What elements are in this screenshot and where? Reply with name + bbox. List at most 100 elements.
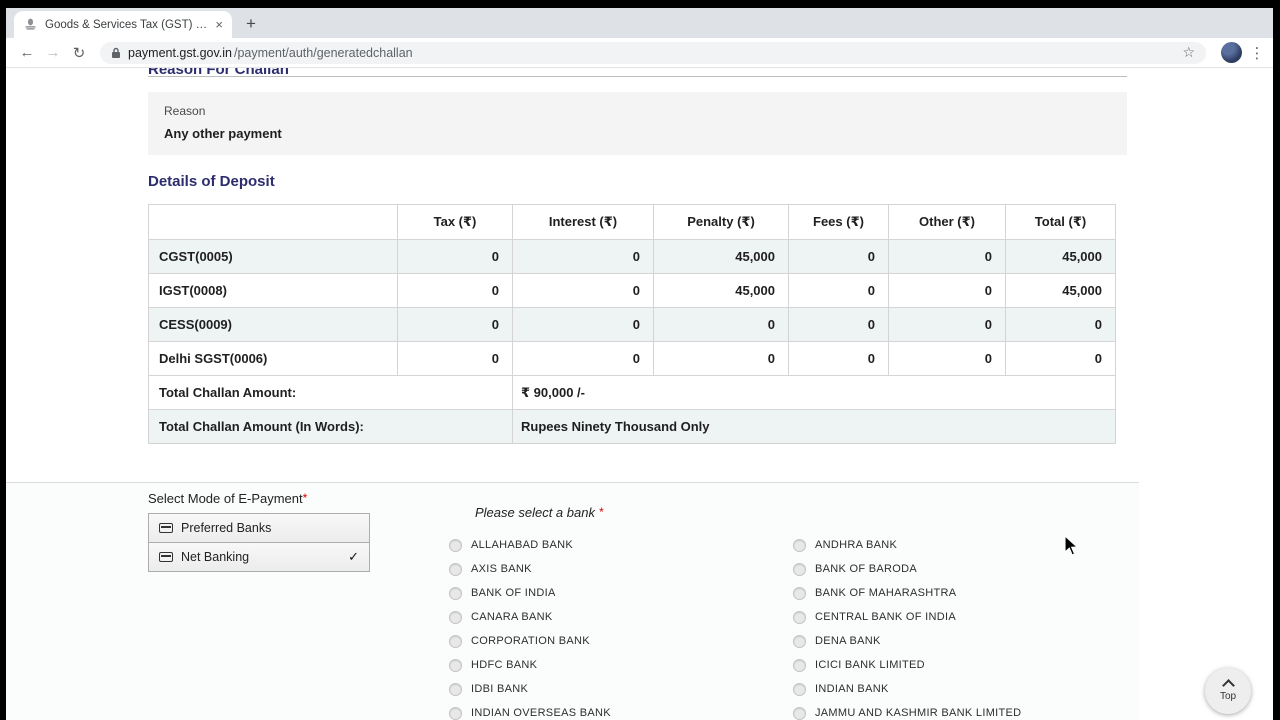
checkmark-icon: ✓: [348, 549, 359, 564]
bank-name: CORPORATION BANK: [471, 635, 590, 647]
radio-button[interactable]: [793, 610, 806, 624]
section-divider: [148, 76, 1127, 77]
radio-button[interactable]: [449, 610, 462, 624]
bank-option[interactable]: IDBI BANK: [449, 677, 793, 701]
total-words-row: Total Challan Amount (In Words): Rupees …: [148, 409, 1116, 444]
radio-button[interactable]: [793, 586, 806, 600]
epayment-section: Select Mode of E-Payment* Preferred Bank…: [6, 482, 1139, 720]
bank-option[interactable]: ICICI BANK LIMITED: [793, 653, 1139, 677]
interest-cell: 0: [512, 273, 654, 308]
column-header: Fees (₹): [788, 204, 889, 240]
bank-option[interactable]: DENA BANK: [793, 629, 1139, 653]
row-label-cell: IGST(0008): [148, 273, 398, 308]
bank-option[interactable]: CORPORATION BANK: [449, 629, 793, 653]
bank-option[interactable]: JAMMU AND KASHMIR BANK LIMITED: [793, 701, 1139, 720]
fees-cell: 0: [788, 341, 889, 376]
bank-name: INDIAN BANK: [815, 683, 889, 695]
deposit-table: Tax (₹) Interest (₹) Penalty (₹) Fees (₹) Ot…: [148, 204, 1116, 444]
bookmark-star-icon[interactable]: ☆: [1182, 44, 1195, 60]
bank-option[interactable]: ANDHRA BANK: [793, 533, 1139, 557]
tab-bar: Goods & Services Tax (GST) | P × +: [6, 8, 1273, 38]
bank-option[interactable]: ALLAHABAD BANK: [449, 533, 793, 557]
back-button[interactable]: ←: [19, 44, 35, 61]
radio-button[interactable]: [793, 634, 806, 648]
column-header: Total (₹): [1005, 204, 1116, 240]
bank-option[interactable]: BANK OF INDIA: [449, 581, 793, 605]
bank-column-left: ALLAHABAD BANK AXIS BANK BANK OF INDIA: [449, 533, 793, 720]
penalty-cell: 45,000: [653, 273, 789, 308]
total-words-label: Total Challan Amount (In Words):: [148, 409, 513, 444]
other-cell: 0: [888, 273, 1006, 308]
tab-title: Goods & Services Tax (GST) | P: [45, 18, 209, 31]
page-content: Reason For Challan Reason Any other paym…: [6, 68, 1139, 720]
total-cell: 0: [1005, 341, 1116, 376]
bank-name: INDIAN OVERSEAS BANK: [471, 707, 611, 719]
reload-button[interactable]: ↻: [72, 44, 86, 62]
browser-window: Goods & Services Tax (GST) | P × + ← → ↻…: [6, 8, 1273, 720]
chevron-up-icon: [1221, 678, 1235, 692]
other-cell: 0: [888, 307, 1006, 342]
radio-button[interactable]: [793, 658, 806, 672]
bank-option[interactable]: AXIS BANK: [449, 557, 793, 581]
preferred-banks-label: Preferred Banks: [181, 521, 272, 535]
radio-button[interactable]: [449, 634, 462, 648]
radio-button[interactable]: [793, 682, 806, 696]
bank-option[interactable]: INDIAN BANK: [793, 677, 1139, 701]
bank-name: AXIS BANK: [471, 563, 532, 575]
tax-cell: 0: [397, 307, 513, 342]
other-cell: 0: [888, 239, 1006, 274]
payment-mode-list: Preferred Banks Net Banking ✓: [148, 513, 370, 572]
column-header: Interest (₹): [512, 204, 654, 240]
reason-value: Any other payment: [164, 126, 282, 141]
radio-button[interactable]: [449, 682, 462, 696]
radio-button[interactable]: [449, 562, 462, 576]
card-icon: [159, 552, 173, 562]
bank-option[interactable]: CANARA BANK: [449, 605, 793, 629]
total-cell: 0: [1005, 307, 1116, 342]
bank-name: BANK OF BARODA: [815, 563, 917, 575]
url-path: /payment/auth/generatedchallan: [234, 45, 413, 60]
bank-option[interactable]: BANK OF BARODA: [793, 557, 1139, 581]
bank-name: DENA BANK: [815, 635, 881, 647]
epayment-title: Select Mode of E-Payment*: [148, 491, 1139, 506]
radio-button[interactable]: [793, 706, 806, 720]
bank-name: ANDHRA BANK: [815, 539, 898, 551]
close-tab-icon[interactable]: ×: [215, 17, 223, 32]
radio-button[interactable]: [449, 586, 462, 600]
radio-button[interactable]: [793, 538, 806, 552]
bank-selection-area: Please select a bank * ALLAHABAD BANK: [449, 505, 1139, 720]
bank-option[interactable]: CENTRAL BANK OF INDIA: [793, 605, 1139, 629]
forward-button[interactable]: →: [45, 44, 61, 61]
total-amount-label: Total Challan Amount:: [148, 375, 513, 410]
fees-cell: 0: [788, 307, 889, 342]
fees-cell: 0: [788, 239, 889, 274]
bank-option[interactable]: INDIAN OVERSEAS BANK: [449, 701, 793, 720]
browser-tab[interactable]: Goods & Services Tax (GST) | P ×: [14, 11, 232, 38]
lock-icon: [111, 47, 121, 59]
required-asterisk: *: [598, 505, 604, 519]
bank-option[interactable]: HDFC BANK: [449, 653, 793, 677]
browser-menu-icon[interactable]: ⋮: [1249, 44, 1265, 62]
address-bar[interactable]: payment.gst.gov.in /payment/auth/generat…: [100, 41, 1206, 64]
column-header: Other (₹): [888, 204, 1006, 240]
gst-favicon-icon: [23, 17, 38, 32]
new-tab-button[interactable]: +: [246, 14, 256, 33]
bank-name: BANK OF MAHARASHTRA: [815, 587, 957, 599]
bank-name: HDFC BANK: [471, 659, 538, 671]
preferred-banks-tab[interactable]: Preferred Banks: [148, 513, 370, 543]
profile-avatar[interactable]: [1221, 42, 1242, 63]
bank-option[interactable]: BANK OF MAHARASHTRA: [793, 581, 1139, 605]
net-banking-tab[interactable]: Net Banking ✓: [148, 542, 370, 572]
bank-grid: ALLAHABAD BANK AXIS BANK BANK OF INDIA: [449, 533, 1139, 720]
radio-button[interactable]: [449, 658, 462, 672]
radio-button[interactable]: [793, 562, 806, 576]
column-header: Penalty (₹): [653, 204, 789, 240]
radio-button[interactable]: [449, 538, 462, 552]
scroll-to-top-button[interactable]: Top: [1205, 668, 1251, 714]
card-icon: [159, 523, 173, 533]
interest-cell: 0: [512, 341, 654, 376]
table-row: CGST(0005) 0 0 45,000 0 0 45,000: [148, 239, 1116, 274]
table-row: Delhi SGST(0006) 0 0 0 0 0 0: [148, 341, 1116, 376]
radio-button[interactable]: [449, 706, 462, 720]
browser-toolbar: ← → ↻ payment.gst.gov.in /payment/auth/g…: [6, 38, 1273, 68]
